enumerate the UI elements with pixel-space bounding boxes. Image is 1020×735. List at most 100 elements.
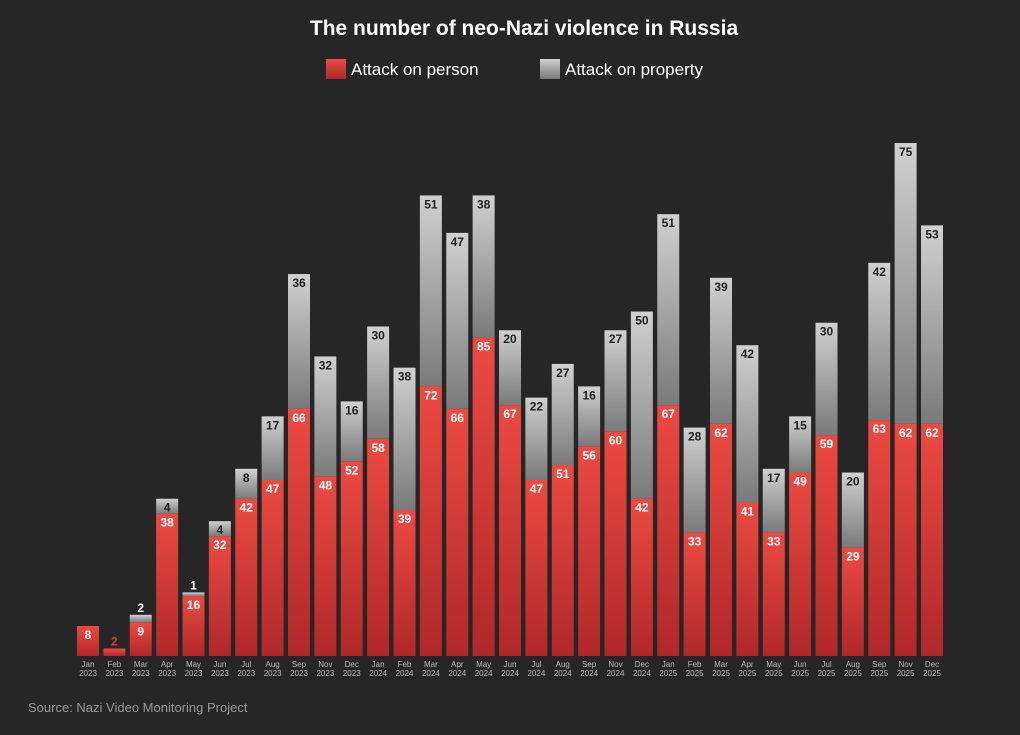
bar-segment: [156, 513, 179, 656]
x-tick-label: Feb 2024: [395, 660, 414, 678]
value-label: 1: [190, 578, 197, 592]
value-label: 72: [424, 388, 438, 402]
value-label: 2: [137, 601, 144, 615]
value-label: 42: [240, 501, 254, 515]
value-label: 20: [846, 475, 860, 489]
bar-segment: [393, 509, 416, 656]
value-label: 9: [137, 624, 144, 638]
x-tick-label: Sep 2024: [580, 660, 599, 678]
value-label: 33: [688, 534, 702, 548]
x-tick-label: May 2023: [184, 660, 203, 678]
x-tick-label: Nov 2023: [316, 660, 335, 678]
bar-segment: [604, 330, 627, 432]
x-tick-label: Dec 2024: [632, 660, 651, 678]
value-label: 60: [609, 433, 623, 447]
value-label: 32: [319, 358, 333, 372]
x-tick-label: Feb 2025: [685, 660, 704, 678]
bar-segment: [657, 405, 680, 656]
value-label: 49: [793, 475, 807, 489]
x-tick-label: Jun 2025: [791, 660, 810, 678]
x-tick-label: Sep 2023: [290, 660, 308, 678]
bar-segment: [129, 614, 152, 623]
x-tick-label: Jun 2023: [210, 660, 229, 678]
value-label: 22: [530, 400, 544, 414]
x-tick-label: Aug 2025: [843, 660, 862, 678]
value-label: 42: [635, 501, 649, 515]
value-label: 8: [243, 471, 250, 485]
bar-segment: [551, 465, 574, 656]
x-tick-label: Jan 2025: [659, 660, 678, 678]
value-label: 47: [530, 482, 544, 496]
bar-segment: [762, 532, 785, 656]
value-label: 42: [741, 347, 755, 361]
x-tick-label: Jan 2023: [79, 660, 97, 678]
x-tick-label: Nov 2025: [896, 660, 915, 678]
chart-title: The number of neo-Nazi violence in Russi…: [310, 17, 739, 40]
value-label: 50: [635, 314, 649, 328]
bar-segment: [921, 423, 943, 656]
legend-label: Attack on person: [351, 60, 479, 79]
bar-segment: [340, 461, 363, 656]
value-label: 38: [477, 197, 491, 211]
x-tick-label: Mar 2025: [712, 660, 730, 678]
legend-swatch: [326, 59, 346, 79]
value-label: 41: [741, 504, 755, 518]
bar-segment: [525, 480, 548, 656]
value-label: 51: [424, 197, 438, 211]
value-label: 39: [398, 512, 412, 526]
value-label: 58: [371, 441, 385, 455]
x-tick-label: Apr 2024: [448, 660, 467, 678]
x-tick-label: Mar 2024: [421, 660, 440, 678]
bar-segment: [182, 596, 205, 656]
value-label: 53: [925, 227, 939, 241]
bar-segment: [762, 468, 785, 533]
bar-segment: [578, 446, 601, 656]
value-label: 29: [846, 549, 860, 563]
value-label: 17: [767, 471, 781, 485]
value-label: 52: [345, 463, 359, 477]
value-label: 75: [899, 145, 913, 159]
x-tick-label: Jul 2025: [817, 660, 836, 678]
value-label: 33: [767, 534, 781, 548]
x-tick-label: Sep 2025: [870, 660, 889, 678]
value-label: 47: [266, 482, 280, 496]
x-tick-label: Dec 2023: [342, 660, 361, 678]
bar-segment: [551, 363, 574, 466]
bar-segment: [472, 195, 495, 338]
value-label: 32: [213, 538, 227, 552]
bar-segment: [182, 592, 205, 597]
value-label: 62: [714, 426, 728, 440]
bar-segment: [815, 435, 838, 656]
bar-segment: [815, 322, 838, 436]
value-label: 27: [556, 366, 570, 380]
value-label: 20: [503, 332, 517, 346]
bar-segment: [630, 498, 653, 656]
bar-segment: [604, 431, 627, 656]
bar-segment: [499, 405, 521, 656]
source: Source: Nazi Video Monitoring Project: [28, 700, 248, 715]
value-label: 48: [319, 478, 333, 492]
bar-segment: [261, 480, 284, 656]
bar-segment: [314, 356, 337, 477]
bar-segment: [683, 532, 706, 656]
bar-segment: [472, 337, 495, 656]
value-label: 66: [451, 411, 465, 425]
x-tick-label: Jul 2024: [527, 660, 546, 678]
value-label: 42: [873, 265, 887, 279]
x-tick-label: Jun 2024: [501, 660, 519, 678]
x-tick-label: Apr 2025: [738, 660, 757, 678]
x-tick-label: Aug 2024: [553, 660, 572, 678]
bar-segment: [710, 423, 732, 656]
value-label: 30: [371, 328, 385, 342]
value-label: 17: [266, 418, 280, 432]
bar-segment: [419, 195, 442, 387]
bar-segment: [129, 622, 152, 656]
value-label: 36: [292, 276, 306, 290]
bar-segment: [367, 438, 390, 656]
bar-segment: [288, 274, 310, 409]
bar-segment: [868, 420, 891, 656]
value-label: 4: [217, 523, 224, 537]
bar-segment: [630, 311, 653, 499]
bar-segment: [683, 427, 706, 533]
